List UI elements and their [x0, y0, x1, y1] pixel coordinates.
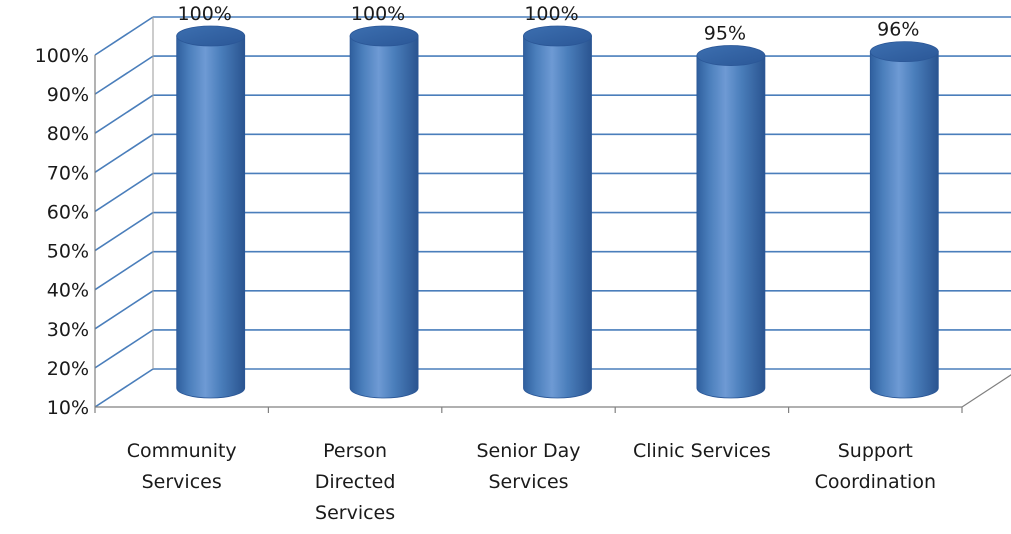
- bar-cap: [349, 25, 419, 47]
- y-tick-label: 20%: [47, 358, 89, 380]
- data-label: 100%: [524, 3, 578, 25]
- floor-right-edge: [961, 374, 1011, 408]
- x-category-label: Person: [323, 440, 387, 462]
- bars-layer: [176, 25, 939, 399]
- gridline-diagonal: [94, 368, 154, 408]
- axis-layer: [94, 17, 1011, 413]
- x-category-label: Clinic Services: [633, 440, 771, 462]
- bar: [869, 41, 939, 399]
- labels-layer: 10% 20% 30% 40% 50% 60% 70% 80% 90% 100% 100% Commu…: [35, 3, 936, 524]
- gridline-diagonal: [94, 290, 154, 330]
- y-tick-label: 100%: [35, 45, 89, 67]
- x-category-label: Support: [838, 440, 913, 462]
- bar-body: [349, 35, 419, 399]
- bar-body: [176, 35, 246, 399]
- x-category-label: Services: [142, 471, 222, 493]
- bar-cap: [696, 45, 766, 66]
- y-tick-label: 30%: [47, 319, 89, 341]
- gridline-diagonal: [94, 133, 154, 174]
- bar-cap: [523, 25, 592, 47]
- y-tick-label: 70%: [47, 162, 89, 184]
- x-category-label: Services: [315, 502, 395, 524]
- bar-cap: [869, 41, 939, 63]
- data-label: 96%: [877, 19, 919, 41]
- gridline-diagonal: [94, 172, 154, 213]
- gridline-diagonal: [94, 329, 154, 369]
- x-category-label: Directed: [315, 471, 396, 493]
- y-tick-label: 80%: [47, 123, 89, 145]
- y-tick-label: 40%: [47, 280, 89, 302]
- bar: [696, 45, 766, 399]
- x-category-label: Senior Day: [476, 440, 580, 462]
- bar-cap: [176, 25, 246, 47]
- data-label: 95%: [704, 23, 746, 45]
- gridline-diagonal: [94, 250, 154, 291]
- y-tick-label: 60%: [47, 201, 89, 223]
- data-label: 100%: [178, 3, 232, 25]
- x-category-label: Community: [127, 440, 237, 462]
- y-tick-label: 90%: [47, 84, 89, 106]
- x-category-label: Services: [488, 471, 568, 493]
- bar: [176, 25, 246, 399]
- gridline-diagonal: [94, 94, 154, 134]
- gridline-diagonal: [94, 55, 154, 95]
- bar-body: [696, 55, 766, 399]
- y-tick-label: 10%: [47, 397, 89, 419]
- bar-body: [869, 51, 939, 399]
- x-category-label: Coordination: [815, 471, 936, 493]
- data-label: 100%: [351, 3, 405, 25]
- gridline-diagonal: [94, 16, 154, 56]
- bar: [523, 25, 592, 399]
- gridline-diagonal: [94, 211, 154, 252]
- bar-body: [523, 35, 592, 399]
- bar: [349, 25, 419, 399]
- y-tick-label: 50%: [47, 241, 89, 263]
